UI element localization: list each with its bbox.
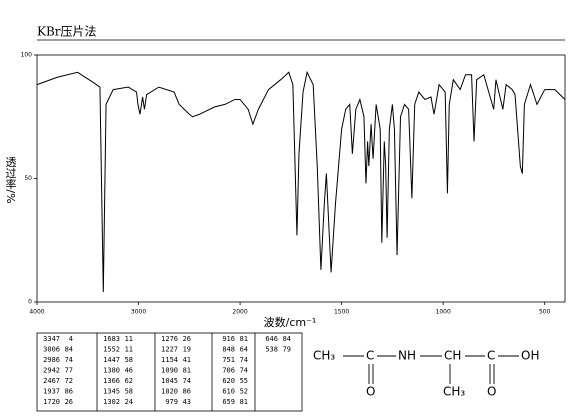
peak-wavenumber: 620: [222, 377, 235, 385]
peak-transmittance: 52: [240, 388, 248, 396]
peak-transmittance: 26: [65, 398, 73, 406]
peak-transmittance: 11: [125, 335, 133, 343]
peak-transmittance: 84: [283, 335, 291, 343]
peak-transmittance: 74: [240, 356, 248, 364]
atom: CH₃: [443, 385, 465, 399]
peak-transmittance: 19: [183, 346, 191, 354]
chart-title: KBr压片法: [37, 25, 97, 39]
y-tick-label: 50: [24, 175, 32, 182]
atom: O: [366, 385, 375, 399]
peak-wavenumber: 848: [222, 346, 235, 354]
peak-transmittance: 43: [183, 398, 191, 406]
peak-wavenumber: 979: [165, 398, 178, 406]
peak-wavenumber: 1720: [43, 398, 60, 406]
atom: NH: [398, 349, 416, 363]
peak-transmittance: 26: [183, 335, 191, 343]
peak-transmittance: 55: [240, 377, 248, 385]
peak-transmittance: 84: [65, 346, 73, 354]
table-dividers: [96, 333, 256, 411]
x-tick-label: 4000: [29, 309, 44, 316]
peak-wavenumber: 2986: [43, 356, 60, 364]
x-tick-label: 500: [539, 309, 551, 316]
x-tick-label: 3000: [131, 309, 146, 316]
peak-wavenumber: 1020: [161, 388, 178, 396]
peak-transmittance: 81: [183, 367, 191, 375]
peak-transmittance: 86: [65, 388, 73, 396]
peak-wavenumber: 1045: [161, 377, 178, 385]
peak-wavenumber: 2467: [43, 377, 60, 385]
peak-wavenumber: 751: [222, 356, 235, 364]
y-tick-label: 0: [28, 299, 32, 306]
atom: OH: [521, 349, 539, 363]
peak-wavenumber: 1345: [103, 388, 120, 396]
atom: O: [487, 385, 496, 399]
peak-wavenumber: 1937: [43, 388, 60, 396]
structure: CH₃ C NH CH C OH O CH₃ O: [313, 349, 539, 399]
atom: C: [366, 349, 374, 363]
peak-wavenumber: 916: [222, 335, 235, 343]
peak-transmittance: 81: [240, 398, 248, 406]
peak-wavenumber: 538: [265, 346, 278, 354]
peak-wavenumber: 1380: [103, 367, 120, 375]
peak-transmittance: 62: [125, 377, 133, 385]
peak-wavenumber: 610: [222, 388, 235, 396]
peak-transmittance: 58: [125, 356, 133, 364]
peak-transmittance: 74: [65, 356, 73, 364]
peak-transmittance: 81: [240, 335, 248, 343]
peak-wavenumber: 1302: [103, 398, 120, 406]
peak-wavenumber: 1683: [103, 335, 120, 343]
peak-transmittance: 79: [283, 346, 291, 354]
peak-wavenumber: 1154: [161, 356, 178, 364]
peak-transmittance: 74: [240, 367, 248, 375]
bonds: [343, 355, 519, 384]
plot-frame: [36, 54, 566, 303]
peak-wavenumber: 1090: [161, 367, 178, 375]
peak-wavenumber: 706: [222, 367, 235, 375]
peak-transmittance: 72: [65, 377, 73, 385]
atom: CH₃: [313, 349, 335, 363]
peak-transmittance: 58: [125, 388, 133, 396]
peak-transmittance: 24: [125, 398, 133, 406]
y-tick-label: 100: [21, 52, 33, 59]
peak-transmittance: 86: [183, 388, 191, 396]
peak-transmittance: 46: [125, 367, 133, 375]
peak-wavenumber: 3347: [43, 335, 60, 343]
atom: CH: [444, 349, 461, 363]
spectrum-line: [36, 70, 566, 293]
peak-wavenumber: 1276: [161, 335, 178, 343]
atom: C: [487, 349, 495, 363]
peak-transmittance: 11: [125, 346, 133, 354]
peak-table-frame: [36, 332, 303, 412]
peak-wavenumber: 1366: [103, 377, 120, 385]
peak-transmittance: 77: [65, 367, 73, 375]
peak-wavenumber: 3006: [43, 346, 60, 354]
peak-wavenumber: 646: [265, 335, 278, 343]
y-axis-label: 透过率/%: [4, 156, 17, 203]
peak-transmittance: 4: [69, 335, 73, 343]
x-tick-label: 2000: [232, 309, 247, 316]
x-tick-label: 1500: [334, 309, 349, 316]
peak-wavenumber: 1447: [103, 356, 120, 364]
peak-wavenumber: 2942: [43, 367, 60, 375]
peak-wavenumber: 1552: [103, 346, 120, 354]
peak-transmittance: 41: [183, 356, 191, 364]
peak-transmittance: 64: [240, 346, 248, 354]
peak-wavenumber: 659: [222, 398, 235, 406]
x-tick-label: 1000: [436, 309, 451, 316]
x-axis-label: 波数/cm⁻¹: [264, 316, 317, 329]
peak-wavenumber: 1227: [161, 346, 178, 354]
peak-transmittance: 74: [183, 377, 191, 385]
